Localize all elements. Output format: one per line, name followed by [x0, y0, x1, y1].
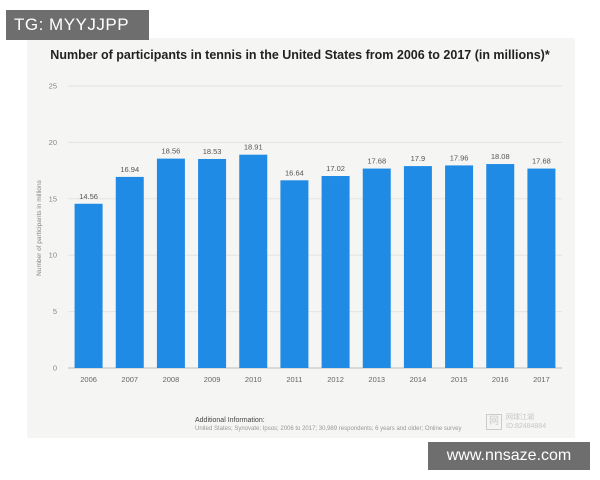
top-overlay-label: TG: MYYJJPP — [6, 10, 149, 40]
bar — [445, 165, 474, 368]
bar — [362, 168, 391, 368]
y-tick-label: 10 — [49, 251, 57, 260]
x-tick-label: 2007 — [121, 375, 138, 384]
x-tick-label: 2010 — [245, 375, 262, 384]
x-tick-label: 2014 — [410, 375, 427, 384]
watermark-line-1: 网球江湖 — [506, 414, 534, 421]
bars — [74, 154, 556, 368]
bar-value-label: 18.53 — [203, 147, 222, 156]
x-tick-label: 2017 — [533, 375, 550, 384]
bar — [156, 158, 185, 368]
bottom-overlay-label: www.nnsaze.com — [428, 442, 590, 470]
source-text: United States; Synovate; Ipsos; 2006 to … — [195, 426, 462, 432]
x-tick-label: 2016 — [492, 375, 509, 384]
x-tick-label: 2012 — [327, 375, 344, 384]
value-labels: 14.56 16.94 18.56 18.53 18.91 16.64 17.02 17.68… — [79, 143, 551, 201]
x-tick-label: 2008 — [163, 375, 180, 384]
watermark-text: 网球江湖 ID:82484884 — [506, 413, 546, 431]
watermark-icon: 网 — [486, 414, 502, 430]
bar-value-label: 16.64 — [285, 168, 304, 177]
bar — [198, 158, 227, 368]
y-tick-label: 20 — [49, 138, 57, 147]
bar-value-label: 17.96 — [450, 153, 469, 162]
bar — [239, 154, 268, 368]
y-tick-label: 25 — [49, 82, 57, 91]
axis-ticks: 0 5 10 15 20 25 2006 2007 2008 2009 2010 2011 2012 20… — [49, 82, 550, 385]
bar-value-label: 17.68 — [532, 157, 551, 166]
chart-title: Number of participants in tennis in the … — [50, 48, 550, 62]
bar — [321, 176, 350, 368]
y-tick-label: 0 — [53, 364, 57, 373]
additional-information-label: Additional Information: — [195, 417, 265, 424]
y-tick-label: 5 — [53, 307, 57, 316]
watermark: 网 网球江湖 ID:82484884 — [486, 412, 566, 434]
bar — [527, 168, 556, 368]
bar-value-label: 18.56 — [162, 147, 181, 156]
bar — [74, 203, 103, 368]
y-axis-title: Number of participants in millions — [36, 179, 43, 275]
x-tick-label: 2009 — [204, 375, 221, 384]
x-tick-label: 2015 — [451, 375, 468, 384]
bar — [403, 166, 432, 368]
x-tick-label: 2013 — [368, 375, 385, 384]
bar — [486, 164, 515, 368]
bar — [115, 176, 144, 368]
gridlines — [68, 85, 562, 369]
x-tick-label: 2006 — [80, 375, 97, 384]
bar-value-label: 14.56 — [79, 192, 98, 201]
bar — [280, 180, 309, 368]
bar-value-label: 18.91 — [244, 143, 263, 152]
bar-value-label: 16.94 — [120, 165, 139, 174]
y-tick-label: 15 — [49, 194, 57, 203]
bar-value-label: 17.02 — [326, 164, 345, 173]
bar-value-label: 18.08 — [491, 152, 510, 161]
watermark-line-2: ID:82484884 — [506, 423, 547, 430]
bar-value-label: 17.68 — [367, 157, 386, 166]
x-tick-label: 2011 — [286, 375, 302, 384]
bar-value-label: 17.9 — [411, 154, 426, 163]
